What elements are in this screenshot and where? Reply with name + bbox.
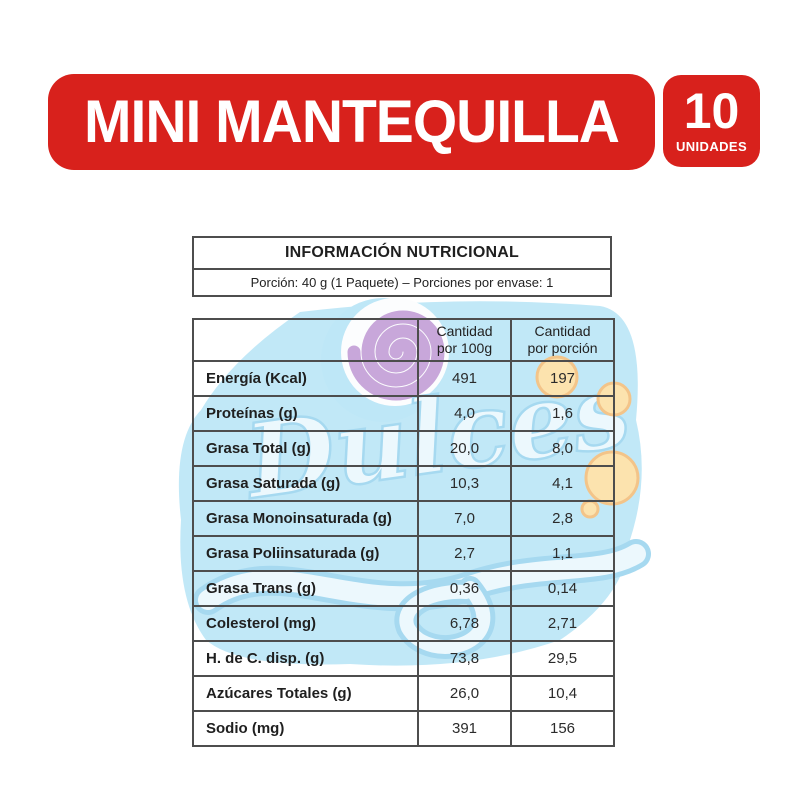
units-count: 10	[683, 83, 740, 140]
table-row: H. de C. disp. (g) 73,8 29,5	[192, 640, 615, 677]
nutrition-title: INFORMACIÓN NUTRICIONAL	[194, 238, 610, 270]
table-row: Grasa Saturada (g) 10,3 4,1	[192, 465, 615, 502]
row-per100g-cell: 491	[417, 360, 512, 397]
row-portion-cell: 156	[510, 710, 615, 747]
units-badge: 10 UNIDADES	[663, 75, 760, 167]
row-per100g-cell: 10,3	[417, 465, 512, 502]
row-label-cell: Sodio (mg)	[192, 710, 419, 747]
row-label-cell: H. de C. disp. (g)	[192, 640, 419, 677]
table-row: Grasa Trans (g) 0,36 0,14	[192, 570, 615, 607]
nutrition-table-body: Energía (Kcal) 491 197 Proteínas (g) 4,0…	[192, 360, 615, 747]
row-portion-cell: 29,5	[510, 640, 615, 677]
row-label-cell: Grasa Poliinsaturada (g)	[192, 535, 419, 572]
row-per100g-cell: 26,0	[417, 675, 512, 712]
col-header-per-portion: Cantidad por porción	[510, 318, 615, 362]
empty-header-cell	[192, 318, 419, 362]
row-portion-cell: 8,0	[510, 430, 615, 467]
table-row: Grasa Total (g) 20,0 8,0	[192, 430, 615, 467]
row-per100g-cell: 6,78	[417, 605, 512, 642]
row-portion-cell: 2,71	[510, 605, 615, 642]
nutrition-table: Cantidad por 100g Cantidad por porción E…	[192, 318, 615, 747]
row-per100g-cell: 20,0	[417, 430, 512, 467]
row-label-cell: Grasa Monoinsaturada (g)	[192, 500, 419, 537]
row-label-cell: Grasa Trans (g)	[192, 570, 419, 607]
col-header-per-100g: Cantidad por 100g	[417, 318, 512, 362]
row-per100g-cell: 4,0	[417, 395, 512, 432]
row-portion-cell: 1,1	[510, 535, 615, 572]
row-per100g-cell: 7,0	[417, 500, 512, 537]
units-label: UNIDADES	[675, 138, 748, 154]
table-row: Grasa Poliinsaturada (g) 2,7 1,1	[192, 535, 615, 572]
row-label-cell: Azúcares Totales (g)	[192, 675, 419, 712]
row-per100g-cell: 2,7	[417, 535, 512, 572]
table-row: Colesterol (mg) 6,78 2,71	[192, 605, 615, 642]
product-name-banner: MINI MANTEQUILLA	[48, 74, 655, 170]
row-label-cell: Grasa Saturada (g)	[192, 465, 419, 502]
table-row: Azúcares Totales (g) 26,0 10,4	[192, 675, 615, 712]
row-portion-cell: 1,6	[510, 395, 615, 432]
row-per100g-cell: 391	[417, 710, 512, 747]
product-title: MINI MANTEQUILLA	[84, 88, 620, 156]
row-label-cell: Energía (Kcal)	[192, 360, 419, 397]
row-portion-cell: 2,8	[510, 500, 615, 537]
row-portion-cell: 4,1	[510, 465, 615, 502]
row-label-cell: Proteínas (g)	[192, 395, 419, 432]
row-portion-cell: 197	[510, 360, 615, 397]
row-label-cell: Colesterol (mg)	[192, 605, 419, 642]
table-row: Energía (Kcal) 491 197	[192, 360, 615, 397]
row-portion-cell: 0,14	[510, 570, 615, 607]
row-label-cell: Grasa Total (g)	[192, 430, 419, 467]
serving-info: Porción: 40 g (1 Paquete) – Porciones po…	[250, 275, 554, 290]
table-row: Grasa Monoinsaturada (g) 7,0 2,8	[192, 500, 615, 537]
table-row: Proteínas (g) 4,0 1,6	[192, 395, 615, 432]
row-portion-cell: 10,4	[510, 675, 615, 712]
nutrition-header-box: INFORMACIÓN NUTRICIONAL Porción: 40 g (1…	[192, 236, 612, 297]
row-per100g-cell: 0,36	[417, 570, 512, 607]
table-header-row: Cantidad por 100g Cantidad por porción	[192, 318, 615, 362]
row-per100g-cell: 73,8	[417, 640, 512, 677]
table-row: Sodio (mg) 391 156	[192, 710, 615, 747]
